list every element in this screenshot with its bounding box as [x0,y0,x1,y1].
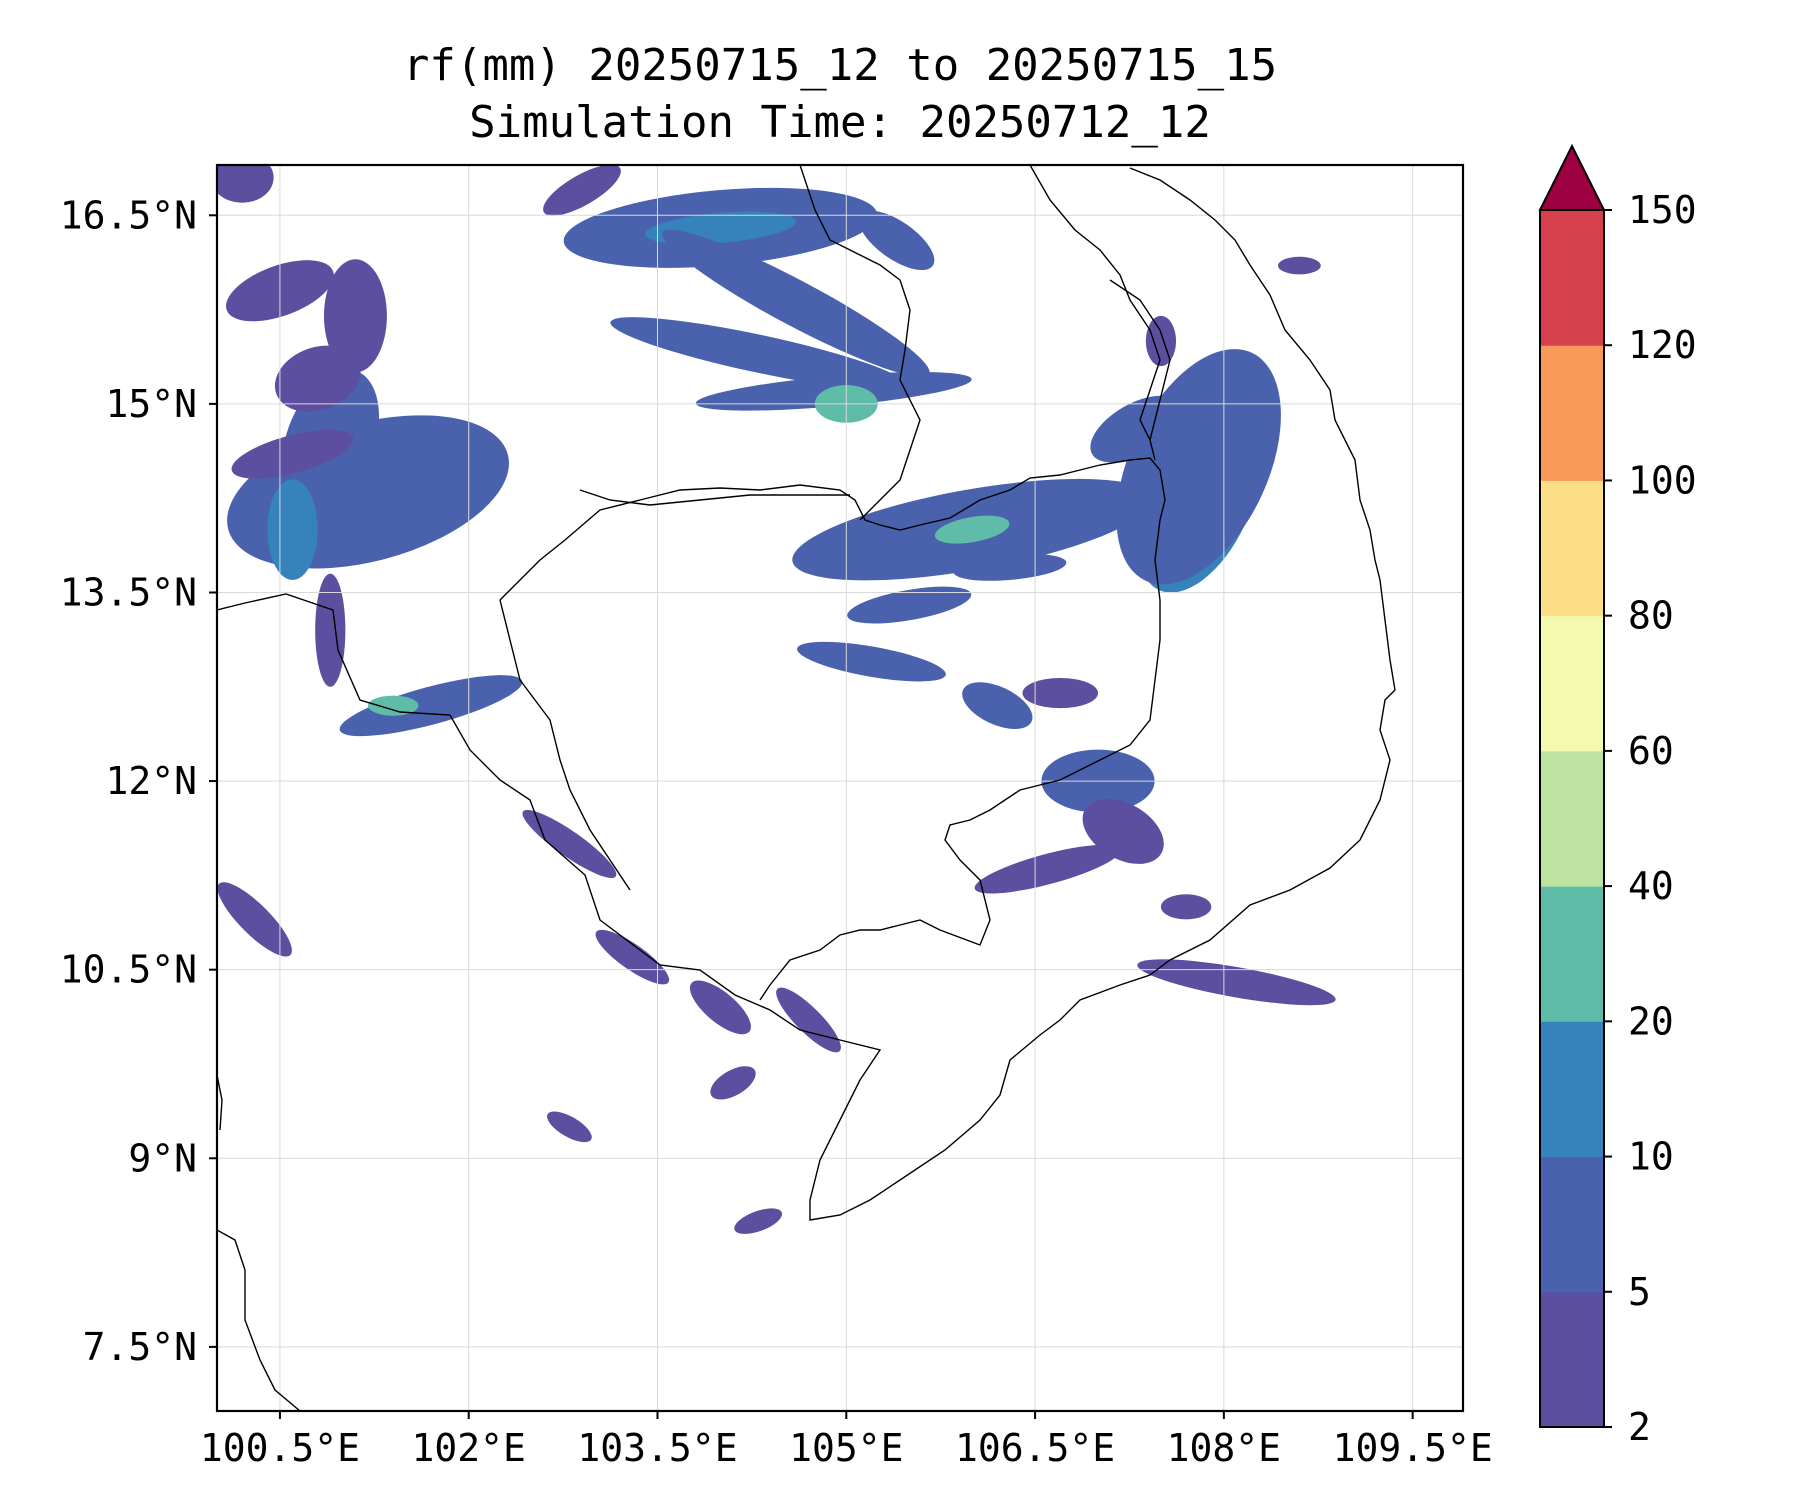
rain-cell [934,515,1010,544]
rain-cell [522,809,617,879]
rain-cell [689,980,751,1035]
rain-cell [1090,395,1182,463]
gridlines [217,165,1463,1411]
y-tick-label: 10.5°N [60,948,197,992]
y-axis-ticks: 16.5°N 15°N 13.5°N 12°N 10.5°N 9°N 7.5°N [60,193,217,1369]
colorbar-segment [1540,210,1604,346]
rain-cell [547,1111,592,1143]
map-title-line2: Simulation Time: 20250712_12 [469,97,1211,148]
coastline-peninsula [217,1229,301,1411]
rain-cell [953,553,1067,581]
rain-cell [231,429,354,479]
coastline-peninsula-west [217,1074,223,1131]
border-vietnam-laos-south [1109,279,1171,461]
x-tick-label: 108°E [1167,1426,1281,1470]
coastline-west [217,167,1396,1221]
rain-cell [797,641,946,682]
rain-cell [1137,959,1336,1006]
y-tick-label: 13.5°N [60,570,197,614]
x-tick-label: 106.5°E [955,1426,1115,1470]
border-laos-vietnam [1029,165,1161,441]
rain-cell [339,675,523,737]
rain-cell [1022,677,1099,709]
x-axis-ticks: 100.5°E 102°E 103.5°E 105°E 106.5°E 108°E 109.… [200,1411,1493,1470]
y-tick-label: 9°N [128,1136,197,1180]
colorbar-label: 2 [1628,1405,1651,1449]
map-frame [215,163,1465,1413]
colorbar-label: 10 [1628,1135,1674,1179]
rain-cell [315,573,346,687]
rain-cell [858,210,935,271]
rain-cell [267,479,318,580]
colorbar-label: 20 [1628,999,1674,1043]
y-tick-label: 15°N [105,382,197,426]
rain-cell [662,229,930,377]
colorbar-label: 60 [1628,729,1674,773]
rain-cell [543,165,621,216]
rain-cell [1160,894,1212,920]
border-cambodia [499,457,1166,1001]
colorbar-label: 5 [1628,1270,1651,1314]
rain-cell [847,586,972,624]
y-tick-label: 7.5°N [83,1325,197,1369]
border-thailand-cambodia [499,599,631,891]
colorbar-segment [1540,1291,1604,1428]
colorbar-segment [1540,886,1604,1022]
border-thailand-laos [579,489,850,506]
x-tick-label: 100.5°E [200,1426,360,1470]
rain-cell [217,165,274,203]
map-title-line1: rf(mm) 20250715_12 to 20250715_15 [403,40,1277,91]
x-tick-label: 102°E [412,1426,526,1470]
y-tick-label: 16.5°N [60,193,197,237]
rain-cell [962,682,1033,730]
colorbar-segment [1540,480,1604,617]
rain-cell [368,695,419,716]
rain-cell [1145,315,1177,367]
colorbar-label: 120 [1628,323,1697,367]
colorbar-label: 100 [1628,458,1697,502]
y-tick-label: 12°N [105,759,197,803]
colorbar-label: 80 [1628,594,1674,638]
rain-cell [1277,256,1321,275]
colorbar-segment [1540,615,1604,752]
rain-cell [217,882,292,957]
border-laos-east [799,165,921,521]
colorbar: 2 5 10 20 40 60 80 100 120 150 [1538,143,1697,1449]
x-tick-label: 105°E [789,1426,903,1470]
rain-cell [734,1208,783,1234]
x-tick-label: 109.5°E [1333,1426,1493,1470]
rain-cell [710,1066,756,1100]
coastlines-and-borders [217,165,1396,1411]
rain-cell [974,844,1121,894]
x-tick-label: 103.5°E [577,1426,737,1470]
rain-cell [595,929,670,985]
colorbar-label: 40 [1628,864,1674,908]
rain-cell [610,317,906,391]
colorbar-segment [1540,345,1604,481]
colorbar-frame [1539,209,1605,1428]
map-area [217,165,1463,1411]
rain-cell [323,259,387,373]
colorbar-segment [1540,1021,1604,1158]
colorbar-label: 150 [1628,188,1697,232]
colorbar-segment [1540,1156,1604,1293]
rainfall-contours [217,165,1336,1234]
colorbar-segment [1540,750,1604,887]
